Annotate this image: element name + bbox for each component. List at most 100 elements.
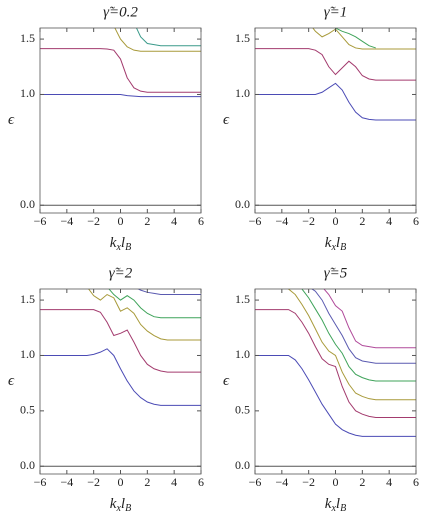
x-tick-label: −2 — [302, 475, 315, 489]
x-axis-label: kxlB — [325, 235, 346, 253]
y-tick-label: 1.5 — [235, 31, 250, 45]
x-tick-label: −2 — [302, 214, 315, 228]
x-axis-label-part: k — [325, 235, 332, 251]
x-axis-label-part: B — [340, 503, 346, 514]
x-axis-label-part: l — [121, 235, 125, 251]
panel-title: γ̃=5 — [324, 265, 348, 281]
x-axis-label-part: B — [125, 503, 131, 514]
y-axis-label: ϵ — [8, 373, 15, 389]
x-axis-label-part: x — [115, 503, 121, 514]
y-tick-label: 0.5 — [235, 403, 250, 417]
y-tick-label: 0.0 — [235, 197, 250, 211]
x-tick-label: 6 — [198, 214, 204, 228]
series-line — [323, 289, 416, 349]
y-tick-label: 1.0 — [20, 347, 35, 361]
x-axis-label-part: x — [330, 503, 336, 514]
panel: γ̃=5 0.0 0.5 1.0 1.5 −6 −4 −2 0 2 4 6 ϵ kxlB — [223, 265, 419, 514]
x-axis-label-part: B — [340, 242, 346, 253]
y-tick-label: 1.0 — [235, 347, 250, 361]
y-tick-label: 1.5 — [20, 31, 35, 45]
x-tick-label: 4 — [386, 475, 392, 489]
x-tick-label: 4 — [171, 214, 177, 228]
x-tick-label: −4 — [60, 214, 73, 228]
x-axis-label: kxlB — [110, 235, 131, 253]
x-axis-label-part: l — [121, 496, 125, 512]
series-line — [255, 354, 416, 437]
series-line — [88, 289, 201, 341]
y-axis-label: ϵ — [8, 112, 15, 128]
series-line — [40, 93, 201, 98]
x-tick-label: 0 — [333, 214, 339, 228]
y-tick-label: 1.0 — [235, 86, 250, 100]
x-tick-label: −6 — [34, 214, 47, 228]
x-axis-label: kxlB — [325, 496, 346, 514]
series-line — [135, 28, 201, 47]
x-axis-label-part: l — [336, 235, 340, 251]
x-tick-label: 0 — [118, 214, 124, 228]
frame — [39, 288, 202, 475]
lines — [40, 289, 201, 467]
x-axis-label: kxlB — [110, 496, 131, 514]
x-tick-label: 0 — [333, 475, 339, 489]
x-tick-label: 2 — [144, 475, 150, 489]
series-line — [255, 82, 416, 121]
x-axis-label-part: x — [330, 242, 336, 253]
series-line — [287, 289, 416, 401]
x-tick-label: −6 — [34, 475, 47, 489]
x-axis-label-part: B — [125, 242, 131, 253]
panel-title: γ̃=1 — [324, 4, 348, 20]
x-axis-label-part: k — [110, 235, 117, 251]
x-tick-label: 4 — [386, 214, 392, 228]
x-tick-label: −6 — [249, 214, 262, 228]
y-tick-label: 0.0 — [235, 458, 250, 472]
series-line — [108, 289, 201, 319]
panel: γ̃=0.2 0.0 1.0 1.5 −6 −4 −2 0 2 4 6 ϵ kxlB — [8, 4, 204, 253]
series-line — [40, 309, 201, 373]
series-line — [40, 348, 201, 406]
series-line — [311, 289, 416, 364]
x-tick-label: 4 — [171, 475, 177, 489]
x-tick-label: 6 — [413, 214, 419, 228]
x-axis-label-part: l — [336, 496, 340, 512]
panel: γ̃=2 0.0 0.5 1.0 1.5 −6 −4 −2 0 2 4 6 ϵ kxlB — [8, 265, 204, 514]
x-tick-label: −2 — [87, 214, 100, 228]
lines — [40, 28, 201, 206]
x-tick-label: 6 — [198, 475, 204, 489]
x-tick-label: −4 — [275, 214, 288, 228]
y-tick-label: 0.0 — [20, 197, 35, 211]
x-axis-label-part: k — [325, 496, 332, 512]
x-tick-label: 0 — [118, 475, 124, 489]
y-tick-label: 1.5 — [235, 292, 250, 306]
y-tick-label: 1.0 — [20, 86, 35, 100]
y-axis-label: ϵ — [223, 112, 230, 128]
x-tick-label: 2 — [144, 214, 150, 228]
y-tick-label: 0.5 — [20, 403, 35, 417]
frame — [39, 27, 202, 214]
frame — [254, 27, 417, 214]
series-line — [137, 289, 201, 296]
x-tick-label: −6 — [249, 475, 262, 489]
x-axis-label-part: k — [110, 496, 117, 512]
panel-title: γ̃=0.2 — [103, 4, 138, 20]
x-axis-label-part: x — [115, 242, 121, 253]
y-tick-label: 1.5 — [20, 292, 35, 306]
panel-title: γ̃=2 — [109, 265, 133, 281]
x-tick-label: 2 — [359, 475, 365, 489]
series-line — [334, 28, 376, 49]
x-tick-label: 2 — [359, 214, 365, 228]
y-tick-label: 0.0 — [20, 458, 35, 472]
series-line — [301, 289, 416, 382]
x-tick-label: 6 — [413, 475, 419, 489]
x-tick-label: −4 — [60, 475, 73, 489]
y-axis-label: ϵ — [223, 373, 230, 389]
frame — [254, 288, 417, 475]
series-line — [255, 309, 416, 418]
x-tick-label: −2 — [87, 475, 100, 489]
series-line — [40, 48, 201, 93]
series-line — [114, 28, 201, 52]
lines — [255, 289, 416, 467]
x-tick-label: −4 — [275, 475, 288, 489]
series-line — [255, 48, 416, 81]
panel: γ̃=1 0.0 1.0 1.5 −6 −4 −2 0 2 4 6 ϵ kxlB — [223, 4, 419, 253]
